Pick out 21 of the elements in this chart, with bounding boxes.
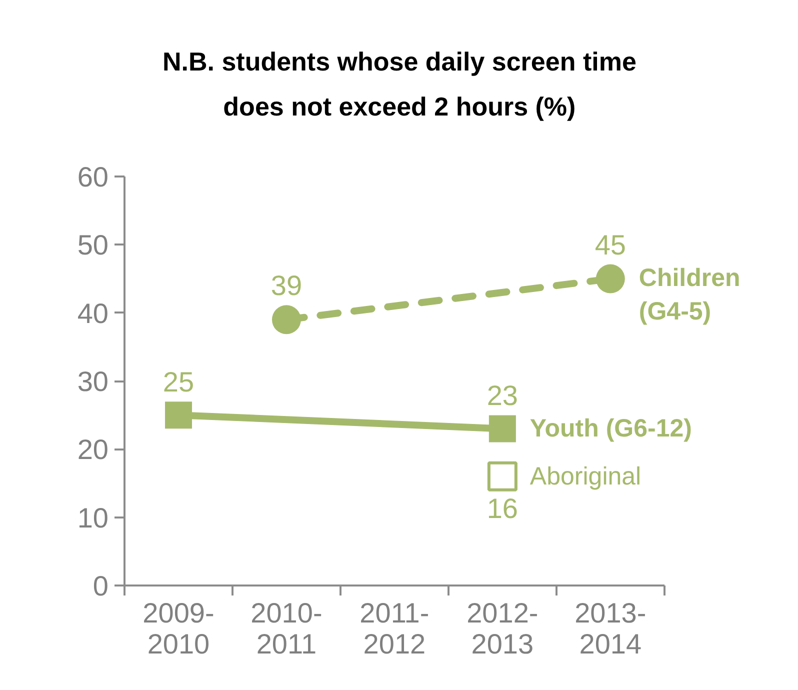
x-tick-label: 2012-2013	[466, 598, 538, 660]
y-tick-label: 40	[77, 298, 109, 329]
data-label: 45	[594, 229, 626, 260]
series-label: Children (G4-5)	[638, 264, 740, 326]
y-tick-label: 20	[77, 434, 109, 466]
y-tick-label: 60	[77, 162, 109, 192]
x-tick-label: 2013-2014	[574, 598, 646, 660]
y-tick-label: 50	[77, 230, 109, 261]
data-label: 23	[486, 380, 518, 412]
data-label: 25	[162, 366, 194, 398]
y-tick-label: 0	[92, 570, 109, 602]
y-tick-label: 30	[77, 366, 109, 397]
data-label: 39	[270, 270, 302, 302]
y-tick-label: 10	[77, 502, 109, 534]
series-label: Aboriginal	[530, 462, 642, 490]
series-label: Youth (G6-12)	[530, 414, 692, 443]
x-tick-label: 2010-2011	[250, 598, 322, 660]
x-tick-label: 2009-2010	[142, 598, 214, 660]
x-tick-label: 2011-2012	[360, 598, 430, 660]
chart-title: N.B. students whose daily screen time does not exceed 2 hours (%)	[162, 46, 636, 122]
data-label: 16	[486, 492, 518, 524]
